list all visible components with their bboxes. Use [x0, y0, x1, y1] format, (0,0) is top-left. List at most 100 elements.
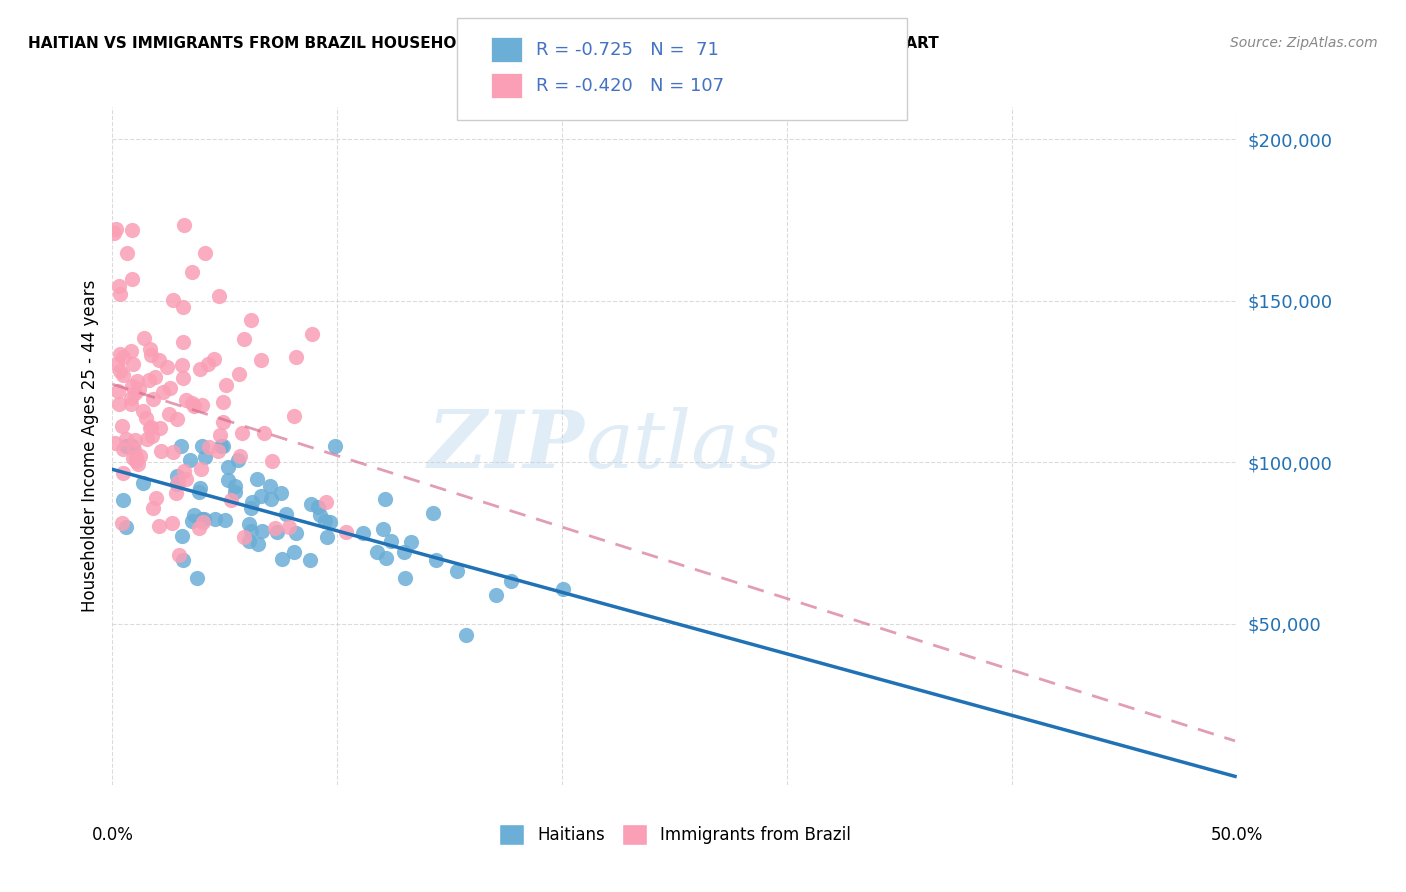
Legend: Haitians, Immigrants from Brazil: Haitians, Immigrants from Brazil — [492, 818, 858, 851]
Point — [159, 381, 181, 395]
Point — [121, 223, 143, 237]
Point — [245, 472, 267, 486]
Point — [316, 531, 339, 545]
Point — [285, 525, 308, 540]
Point — [217, 474, 239, 488]
Point — [262, 453, 284, 467]
Point — [111, 368, 134, 382]
Point — [170, 439, 193, 453]
Point — [107, 279, 129, 293]
Point — [120, 397, 142, 411]
Point — [114, 433, 136, 447]
Point — [131, 475, 153, 490]
Point — [121, 439, 143, 453]
Point — [105, 221, 128, 235]
Text: HAITIAN VS IMMIGRANTS FROM BRAZIL HOUSEHOLDER INCOME AGES 25 - 44 YEARS CORRELAT: HAITIAN VS IMMIGRANTS FROM BRAZIL HOUSEH… — [28, 36, 939, 51]
Point — [115, 439, 138, 453]
Point — [112, 351, 135, 365]
Y-axis label: Householder Income Ages 25 - 44 years: Householder Income Ages 25 - 44 years — [80, 280, 98, 612]
Point — [179, 453, 201, 467]
Point — [122, 442, 145, 456]
Point — [259, 479, 281, 493]
Point — [499, 574, 522, 588]
Point — [456, 628, 478, 642]
Point — [129, 449, 152, 463]
Point — [250, 489, 273, 503]
Point — [197, 357, 219, 371]
Point — [299, 552, 322, 566]
Point — [187, 521, 209, 535]
Point — [233, 332, 256, 346]
Point — [188, 361, 211, 376]
Point — [211, 415, 233, 429]
Point — [124, 453, 146, 467]
Point — [142, 392, 165, 406]
Point — [149, 443, 172, 458]
Text: ZIP: ZIP — [427, 408, 585, 484]
Point — [246, 537, 269, 551]
Point — [141, 429, 163, 443]
Point — [172, 301, 194, 315]
Point — [228, 367, 250, 381]
Point — [148, 519, 170, 533]
Point — [108, 397, 131, 411]
Point — [212, 395, 235, 409]
Point — [187, 484, 209, 499]
Point — [172, 371, 194, 385]
Point — [124, 433, 146, 447]
Point — [103, 226, 125, 240]
Point — [139, 348, 162, 362]
Point — [233, 530, 256, 544]
Point — [122, 451, 145, 466]
Point — [315, 495, 337, 509]
Point — [172, 334, 194, 349]
Point — [190, 462, 212, 476]
Point — [238, 516, 260, 531]
Point — [446, 564, 468, 578]
Point — [229, 449, 252, 463]
Point — [422, 506, 444, 520]
Point — [252, 426, 274, 441]
Point — [127, 457, 149, 471]
Point — [204, 512, 226, 526]
Point — [135, 432, 157, 446]
Point — [250, 524, 273, 538]
Point — [191, 398, 214, 412]
Point — [121, 272, 143, 286]
Point — [283, 545, 305, 559]
Point — [139, 420, 162, 434]
Point — [181, 396, 204, 410]
Point — [425, 553, 447, 567]
Point — [266, 524, 288, 539]
Text: R = -0.725   N =  71: R = -0.725 N = 71 — [536, 41, 718, 59]
Point — [183, 508, 205, 523]
Point — [132, 331, 155, 345]
Point — [170, 359, 193, 373]
Point — [274, 508, 297, 522]
Point — [270, 552, 292, 566]
Point — [191, 439, 214, 453]
Point — [162, 293, 184, 307]
Point — [172, 553, 194, 567]
Point — [111, 516, 134, 530]
Point — [121, 379, 143, 393]
Point — [285, 351, 308, 365]
Point — [112, 466, 135, 480]
Point — [335, 524, 357, 539]
Point — [120, 344, 142, 359]
Point — [135, 411, 157, 425]
Point — [174, 472, 197, 486]
Point — [166, 411, 188, 425]
Point — [120, 391, 142, 405]
Point — [160, 516, 183, 530]
Point — [260, 492, 283, 507]
Point — [111, 493, 134, 508]
Point — [145, 491, 167, 506]
Point — [553, 582, 575, 596]
Point — [181, 515, 204, 529]
Point — [231, 426, 253, 441]
Point — [148, 352, 170, 367]
Point — [111, 419, 134, 434]
Point — [188, 481, 211, 495]
Point — [173, 464, 195, 478]
